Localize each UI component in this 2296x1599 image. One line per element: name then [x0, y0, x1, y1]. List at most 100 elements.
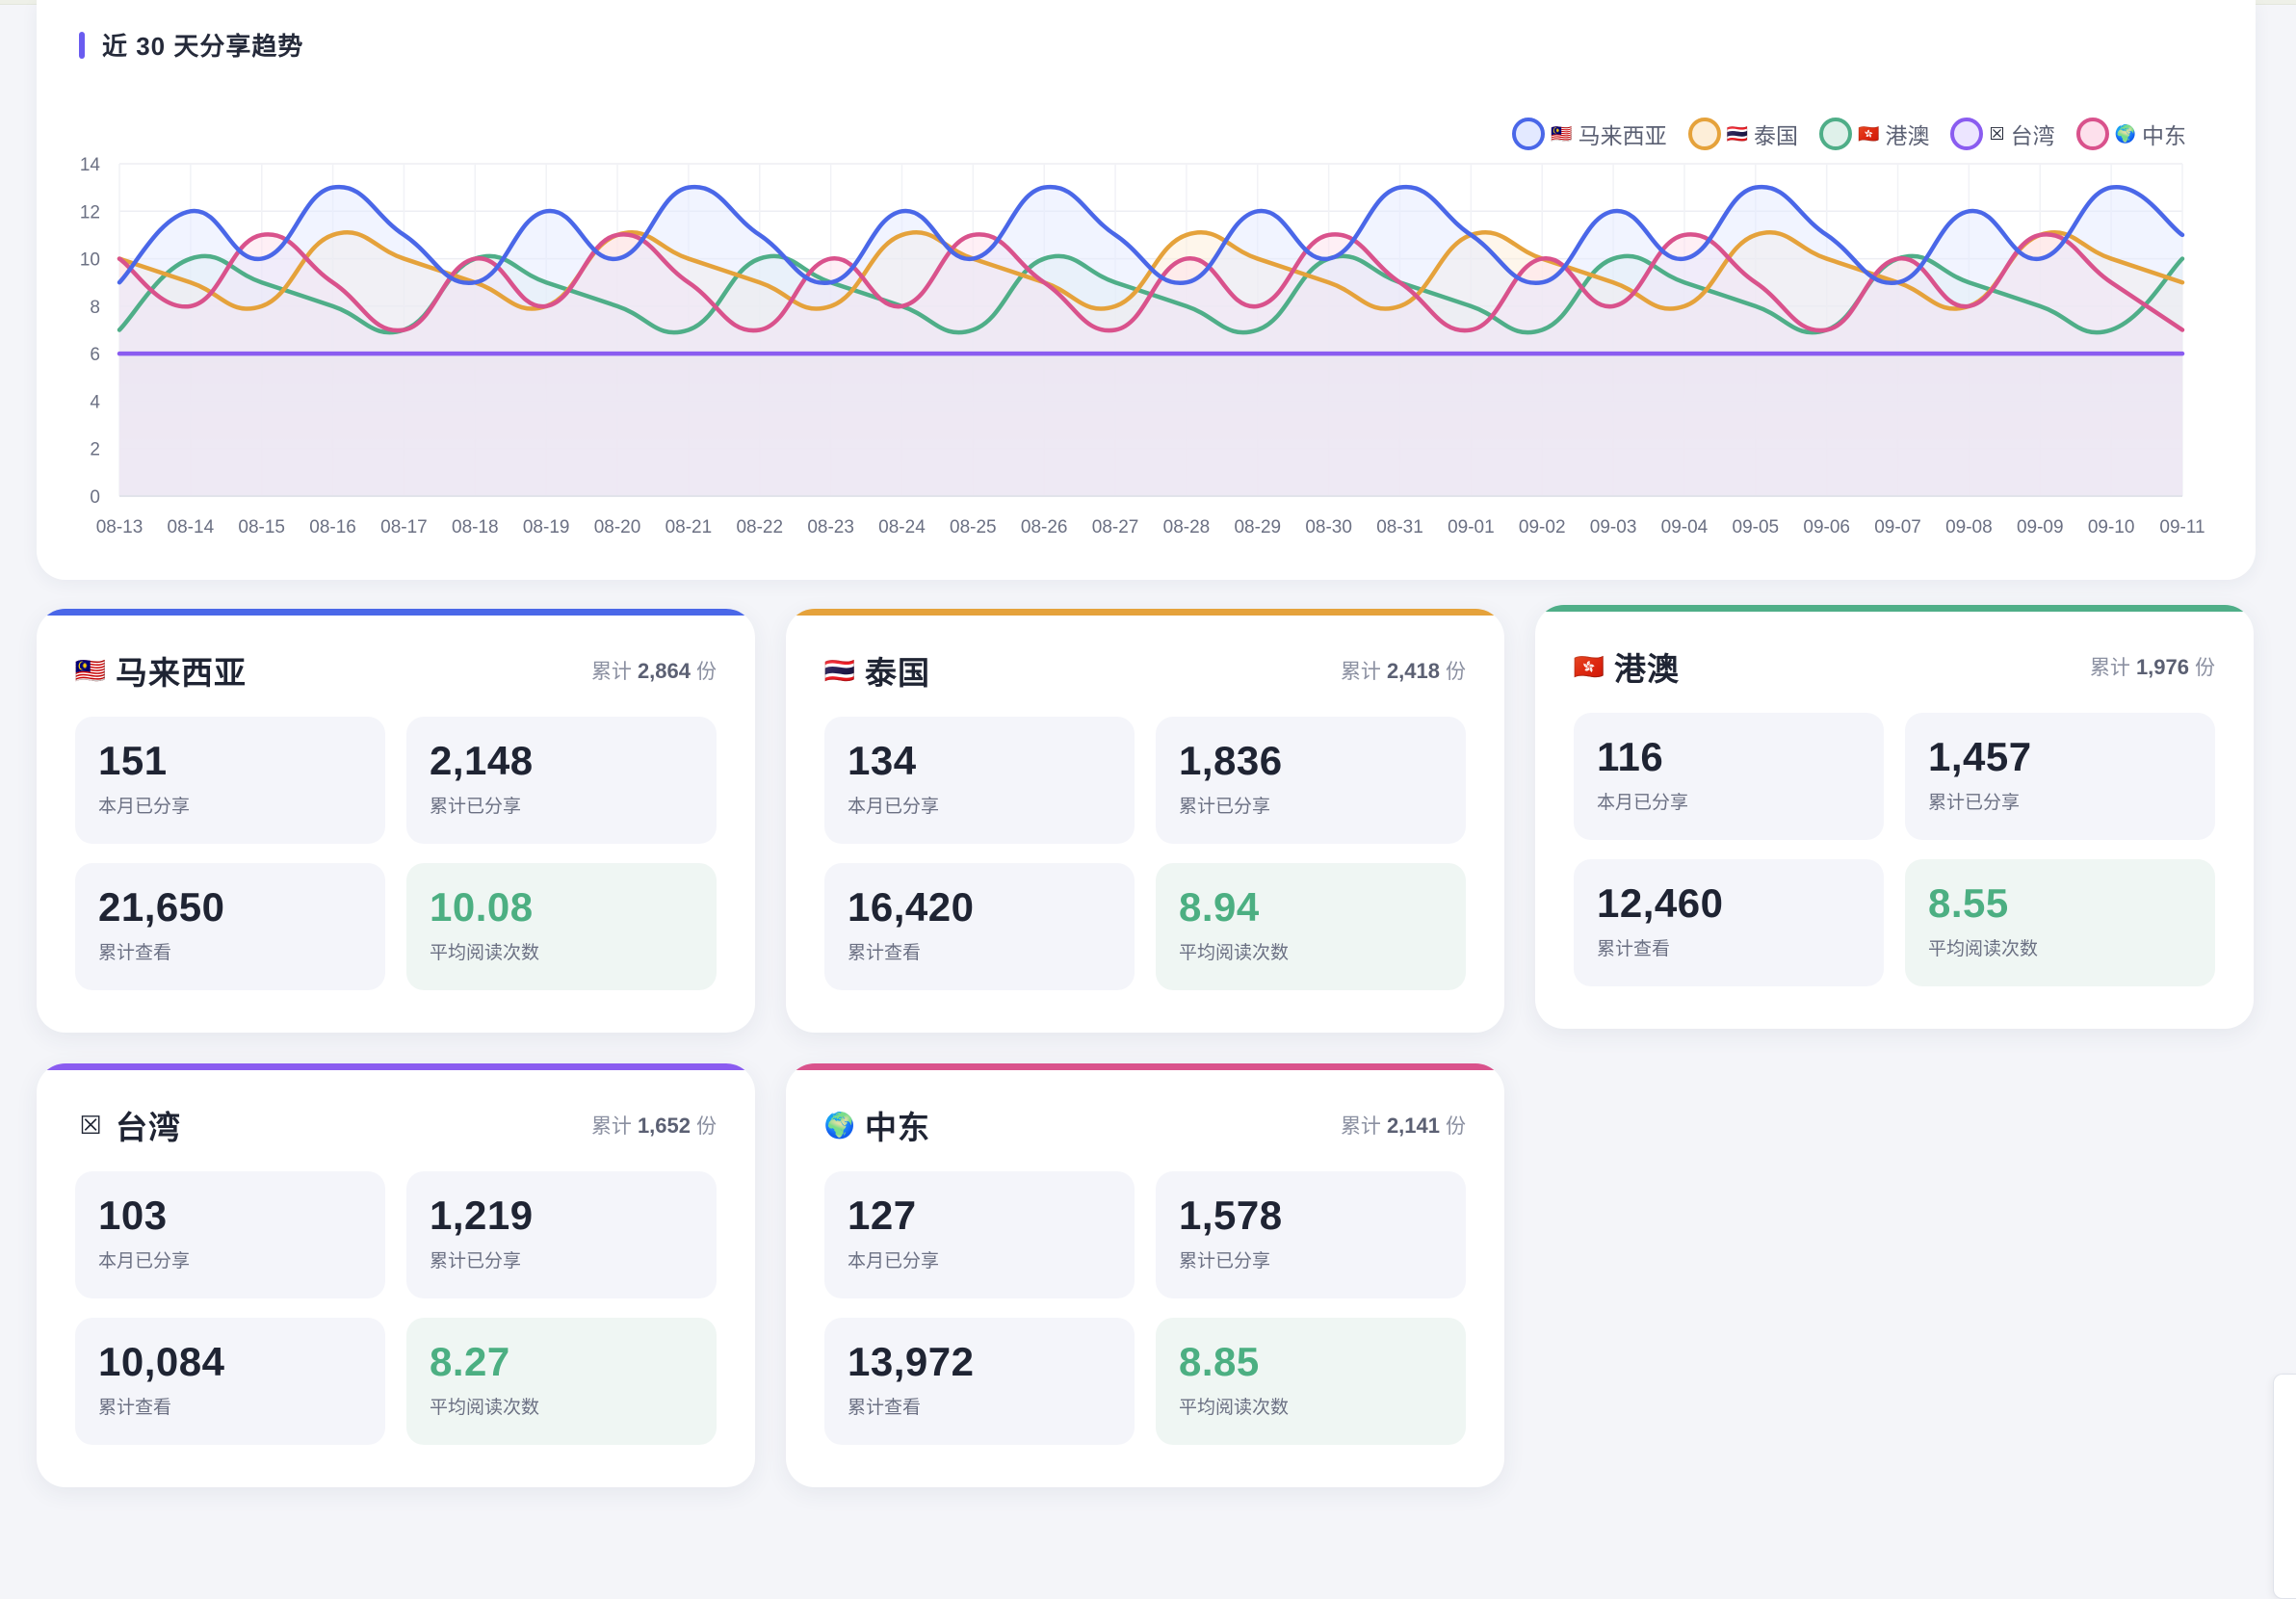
total-shares: 累计 2,141 份	[1341, 1111, 1466, 1140]
series-line-1	[117, 184, 2185, 286]
x-tick-label: 09-05	[1733, 517, 1780, 537]
stat-value: 1,578	[1179, 1193, 1283, 1238]
legend-swatch	[1950, 118, 1984, 150]
card-title: ☒ 台湾	[75, 1102, 181, 1148]
total-suffix: 份	[2195, 657, 2215, 679]
total-suffix: 份	[696, 661, 717, 683]
x-tick-label: 09-04	[1661, 517, 1709, 537]
x-tick-label: 08-13	[96, 517, 144, 537]
x-tick-label: 09-01	[1448, 517, 1495, 537]
x-tick-label: 08-18	[452, 517, 499, 537]
card-title: 🌍 中东	[824, 1102, 930, 1148]
stat-label: 累计查看	[98, 1398, 172, 1418]
stat-value: 12,460	[1597, 880, 1724, 926]
region-card[interactable]: 🇭🇰 港澳 累计 1,976 份 116 本月已分享 1,457 累计已分享 12,460 累计查看…	[1535, 605, 2254, 1029]
x-tick-label: 08-14	[168, 517, 215, 537]
stat-total-shared: 1,578 累计已分享	[1156, 1171, 1466, 1298]
stat-total-views: 16,420 累计查看	[824, 863, 1135, 990]
flag-icon: 🇭🇰	[1573, 651, 1605, 681]
card-title: 🇭🇰 港澳	[1574, 643, 1680, 690]
total-value: 2,864	[637, 659, 691, 683]
title-accent-bar	[79, 31, 85, 59]
x-tick-label: 09-06	[1803, 517, 1850, 537]
total-shares: 累计 1,976 份	[2090, 652, 2215, 681]
region-card[interactable]: 🇹🇭 泰国 累计 2,418 份 134 本月已分享 1,836 累计已分享 16,420 累计查看…	[786, 609, 1504, 1033]
x-tick-label: 08-19	[523, 517, 570, 537]
legend-item-2[interactable]: 🇹🇭 泰国	[1687, 118, 1798, 150]
stat-avg-reads: 8.55 平均阅读次数	[1905, 859, 2215, 986]
flag-icon: 🇲🇾	[74, 655, 107, 685]
legend-swatch	[1687, 118, 1721, 150]
x-tick-label: 08-16	[309, 517, 356, 537]
total-suffix: 份	[1446, 661, 1466, 683]
total-value: 1,976	[2135, 655, 2189, 679]
stat-total-views: 12,460 累计查看	[1574, 859, 1884, 986]
x-tick-label: 08-23	[807, 517, 854, 537]
stat-label: 平均阅读次数	[430, 1398, 540, 1418]
legend-label: 台湾	[2010, 123, 2055, 148]
total-shares: 累计 1,652 份	[591, 1111, 717, 1140]
stat-grid: 103 本月已分享 1,219 累计已分享 10,084 累计查看 8.27 平均阅读次数	[75, 1171, 717, 1445]
x-tick-label: 08-30	[1305, 517, 1352, 537]
stat-month-shared: 151 本月已分享	[75, 717, 385, 844]
card-accent-bar	[37, 1063, 755, 1070]
card-header: 🇭🇰 港澳 累计 1,976 份	[1574, 645, 2215, 688]
x-tick-label: 08-17	[380, 517, 428, 537]
region-name: 马来西亚	[116, 655, 247, 691]
stat-value: 8.94	[1179, 884, 1260, 930]
total-prefix: 累计	[590, 661, 632, 683]
stat-label: 累计查看	[98, 943, 172, 963]
legend-item-4[interactable]: ☒ 台湾	[1950, 118, 2055, 150]
total-suffix: 份	[696, 1115, 717, 1138]
stat-total-shared: 2,148 累计已分享	[406, 717, 717, 844]
y-tick-label: 0	[90, 487, 100, 508]
stat-label: 累计查看	[1597, 939, 1671, 959]
flag-icon: 🇹🇭	[823, 655, 856, 685]
legend-label: 港澳	[1885, 123, 1930, 148]
stat-grid: 127 本月已分享 1,578 累计已分享 13,972 累计查看 8.85 平均阅读次数	[824, 1171, 1466, 1445]
series-area-1	[119, 187, 2182, 496]
stat-label: 本月已分享	[1597, 793, 1689, 813]
stat-total-shared: 1,219 累计已分享	[406, 1171, 717, 1298]
x-tick-label: 09-02	[1519, 517, 1566, 537]
stat-month-shared: 103 本月已分享	[75, 1171, 385, 1298]
region-card[interactable]: 🌍 中东 累计 2,141 份 127 本月已分享 1,578 累计已分享 13,972 累计查看 8…	[786, 1063, 1504, 1487]
trend-header: 近 30 天分享趋势	[79, 27, 303, 63]
region-card[interactable]: ☒ 台湾 累计 1,652 份 103 本月已分享 1,219 累计已分享 10,084 累计查看 8…	[37, 1063, 755, 1487]
x-tick-label: 08-27	[1092, 517, 1139, 537]
total-value: 1,652	[637, 1114, 691, 1138]
total-prefix: 累计	[590, 1115, 632, 1138]
legend-swatch	[1819, 118, 1853, 150]
x-tick-label: 09-03	[1590, 517, 1637, 537]
y-tick-label: 6	[90, 345, 100, 365]
y-tick-label: 2	[90, 440, 100, 460]
region-name: 台湾	[116, 1110, 181, 1145]
stat-value: 116	[1597, 734, 1664, 779]
side-panel-handle[interactable]	[2273, 1374, 2296, 1599]
region-name: 港澳	[1614, 651, 1680, 687]
stat-grid: 116 本月已分享 1,457 累计已分享 12,460 累计查看 8.55 平均阅读次数	[1574, 713, 2215, 986]
y-tick-label: 14	[80, 155, 101, 175]
stat-avg-reads: 10.08 平均阅读次数	[406, 863, 717, 990]
stat-grid: 151 本月已分享 2,148 累计已分享 21,650 累计查看 10.08 平均阅读次数	[75, 717, 717, 990]
stat-avg-reads: 8.94 平均阅读次数	[1156, 863, 1466, 990]
stat-label: 累计已分享	[1179, 1251, 1271, 1271]
legend-item-5[interactable]: 🌍 中东	[2075, 118, 2186, 150]
stat-value: 13,972	[848, 1339, 975, 1384]
x-tick-label: 09-09	[2017, 517, 2064, 537]
stat-label: 平均阅读次数	[1179, 1398, 1290, 1418]
stat-value: 8.27	[430, 1339, 510, 1384]
stat-value: 1,457	[1928, 734, 2032, 779]
chart-legend: 🇲🇾 马来西亚 🇹🇭 泰国 🇭🇰 港澳 ☒ 台湾 🌍 中东	[1512, 118, 2186, 150]
stat-value: 1,219	[430, 1193, 534, 1238]
stat-total-views: 21,650 累计查看	[75, 863, 385, 990]
stat-label: 平均阅读次数	[1928, 939, 2039, 959]
legend-swatch	[1512, 118, 1546, 150]
stat-value: 103	[98, 1193, 168, 1238]
legend-item-3[interactable]: 🇭🇰 港澳	[1819, 118, 1929, 150]
stat-value: 10,084	[98, 1339, 225, 1384]
card-accent-bar	[1535, 605, 2254, 612]
card-header: 🇹🇭 泰国 累计 2,418 份	[824, 649, 1466, 692]
region-card[interactable]: 🇲🇾 马来西亚 累计 2,864 份 151 本月已分享 2,148 累计已分享 21,650 累计…	[37, 609, 755, 1033]
legend-item-1[interactable]: 🇲🇾 马来西亚	[1512, 118, 1667, 150]
